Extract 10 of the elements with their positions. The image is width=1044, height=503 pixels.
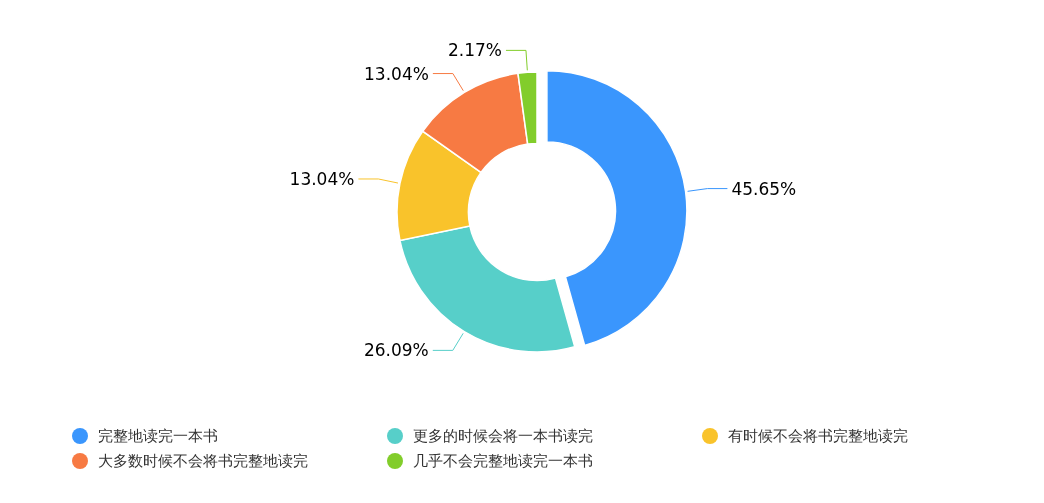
data-label: 45.65% <box>731 178 797 199</box>
data-label: 13.04% <box>364 63 429 84</box>
data-label: 26.09% <box>363 340 429 361</box>
legend-label: 完整地读完一本书 <box>98 427 218 445</box>
legend-label: 大多数时候不会将书完整地读完 <box>98 452 308 470</box>
data-label: 2.17% <box>447 40 502 61</box>
legend-label: 几乎不会完整地读完一本书 <box>413 452 593 470</box>
data-label: 13.04% <box>289 168 355 189</box>
legend-label: 更多的时候会将一本书读完 <box>413 427 593 445</box>
legend-label: 有时候不会将书完整地读完 <box>728 427 908 445</box>
